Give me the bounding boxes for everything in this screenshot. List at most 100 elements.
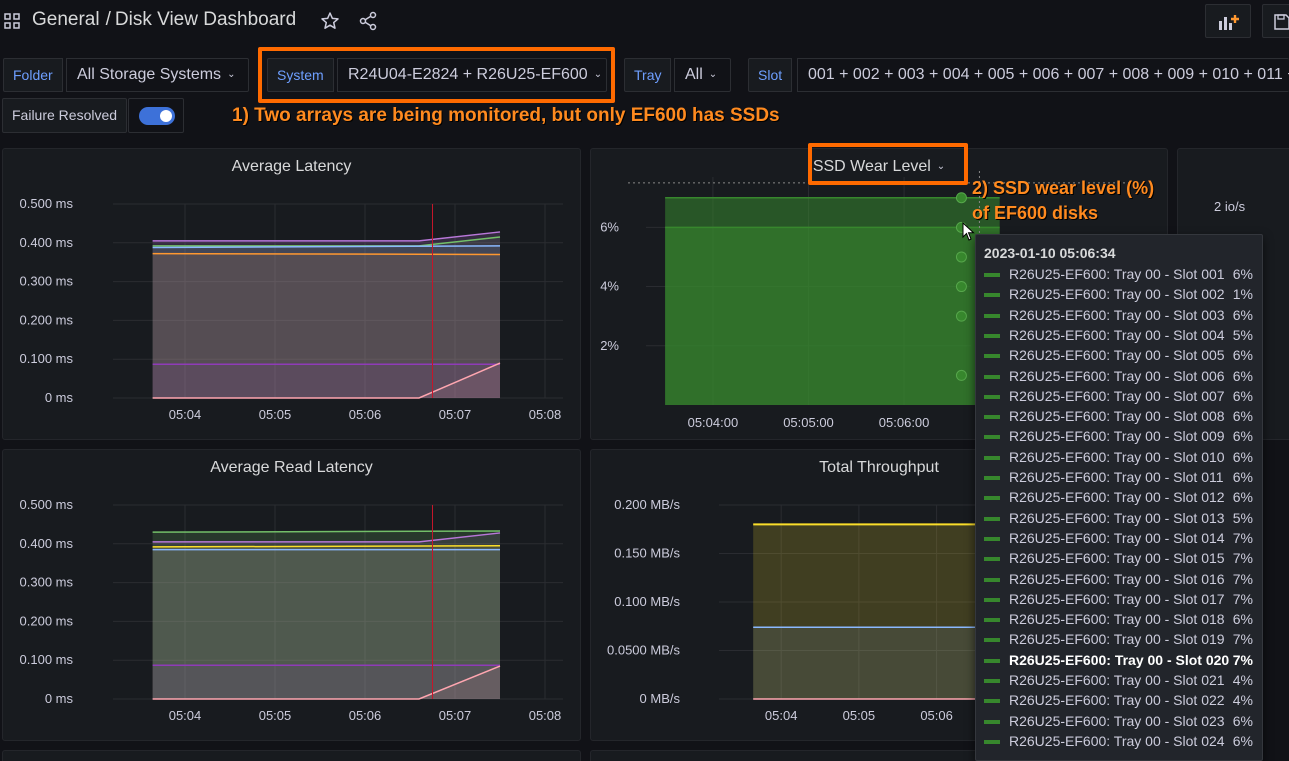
series-tooltip: 2023-01-10 05:06:34 R26U25-EF600: Tray 0… <box>975 234 1263 761</box>
series-value: 4% <box>1232 692 1253 709</box>
series-name: R26U25-EF600: Tray 00 - Slot 002 <box>1009 286 1225 303</box>
series-value: 5% <box>1232 509 1253 526</box>
chevron-down-icon: ⌄ <box>936 161 946 172</box>
series-name: R26U25-EF600: Tray 00 - Slot 006 <box>1009 367 1225 384</box>
star-icon[interactable] <box>320 11 340 31</box>
ssd-wear-level-chart[interactable]: 2% 4% 6% 05:04:00 05:05:00 05:06:00 <box>591 149 1168 440</box>
series-swatch <box>984 699 1000 704</box>
series-swatch <box>984 415 1000 420</box>
series-swatch <box>984 293 1000 298</box>
series-value: 6% <box>1232 306 1253 323</box>
series-area <box>152 666 500 699</box>
series-name: R26U25-EF600: Tray 00 - Slot 018 <box>1009 611 1225 628</box>
share-icon[interactable] <box>358 11 378 31</box>
tooltip-row: R26U25-EF600: Tray 00 - Slot 018 6% <box>984 610 1254 630</box>
tooltip-row: R26U25-EF600: Tray 00 - Slot 004 5% <box>984 326 1254 346</box>
dashboard-title[interactable]: Disk View Dashboard <box>114 9 297 30</box>
y-tick-label: 0.200 ms <box>20 613 74 628</box>
series-name: R26U25-EF600: Tray 00 - Slot 011 <box>1009 469 1224 485</box>
slot-variable-value: 001 + 002 + 003 + 004 + 005 + 006 + 007 … <box>808 66 1289 83</box>
breadcrumb-root[interactable]: General <box>32 9 100 30</box>
panel-title[interactable]: SSD Wear Level ⌄ <box>812 158 946 175</box>
chevron-down-icon: ⌄ <box>708 69 718 80</box>
x-tick-label: 05:08 <box>529 708 562 723</box>
series-swatch <box>984 658 1000 663</box>
series-value: 6% <box>1232 489 1253 506</box>
series-value: 5% <box>1232 326 1253 343</box>
tooltip-row: R26U25-EF600: Tray 00 - Slot 020 7% <box>984 651 1254 671</box>
hover-point <box>955 310 967 322</box>
series-name: R26U25-EF600: Tray 00 - Slot 013 <box>1009 509 1225 526</box>
series-name: R26U25-EF600: Tray 00 - Slot 008 <box>1009 408 1225 425</box>
slot-variable-select[interactable]: 001 + 002 + 003 + 004 + 005 + 006 + 007 … <box>797 58 1289 92</box>
tooltip-row: R26U25-EF600: Tray 00 - Slot 008 6% <box>984 407 1254 427</box>
series-area <box>665 227 1000 405</box>
series-name: R26U25-EF600: Tray 00 - Slot 015 <box>1009 550 1225 567</box>
series-swatch <box>984 374 1000 379</box>
tooltip-row: R26U25-EF600: Tray 00 - Slot 014 7% <box>984 529 1254 549</box>
system-highlight-box <box>258 47 615 103</box>
tooltip-time: 2023-01-10 05:06:34 <box>984 245 1116 261</box>
save-icon <box>1274 14 1289 30</box>
y-tick-label: 4% <box>600 279 619 294</box>
tooltip-row: R26U25-EF600: Tray 00 - Slot 009 6% <box>984 427 1254 447</box>
series-value: 6% <box>1232 448 1253 465</box>
add-panel-button[interactable] <box>1205 4 1251 38</box>
y-tick-label: 0.0500 MB/s <box>607 643 680 658</box>
tray-variable-select[interactable]: All ⌄ <box>674 58 731 92</box>
series-area <box>152 236 500 398</box>
series-value: 7% <box>1232 651 1253 668</box>
panel-title[interactable]: Total Throughput <box>819 459 939 476</box>
series-value: 6% <box>1232 469 1253 485</box>
y-tick-label: 0 ms <box>45 691 74 706</box>
system-variable-select[interactable]: R24U04-E2824 + R26U25-EF600 ⌄ <box>337 58 607 92</box>
tooltip-row: R26U25-EF600: Tray 00 - Slot 010 6% <box>984 448 1254 468</box>
tooltip-row: R26U25-EF600: Tray 00 - Slot 024 6% <box>984 732 1254 752</box>
series-area <box>152 549 500 699</box>
x-tick-label: 05:05 <box>843 708 876 723</box>
tooltip-row: R26U25-EF600: Tray 00 - Slot 002 1% <box>984 285 1254 305</box>
failure-resolved-toggle[interactable] <box>139 107 175 125</box>
series-name: R26U25-EF600: Tray 00 - Slot 016 <box>1009 570 1225 587</box>
series-value: 6% <box>1232 387 1253 404</box>
folder-variable-value: All Storage Systems <box>77 66 222 83</box>
y-tick-label: 0.500 ms <box>20 497 74 512</box>
series-name: R26U25-EF600: Tray 00 - Slot 010 <box>1009 448 1225 465</box>
series-line <box>152 362 501 399</box>
x-tick-label: 05:04 <box>169 407 202 422</box>
total-throughput-chart[interactable]: 0 MB/s 0.0500 MB/s 0.100 MB/s 0.150 MB/s 0.2… <box>591 450 1168 741</box>
folder-variable-label: Folder <box>3 58 63 92</box>
y-tick-label: 0.500 ms <box>20 196 74 211</box>
series-line <box>152 532 501 543</box>
y-tick-label: 0 ms <box>45 390 74 405</box>
y-tick-label: 0.300 ms <box>20 575 74 590</box>
y-tick-label: 0.300 ms <box>20 274 74 289</box>
grid-icon[interactable] <box>4 13 20 29</box>
series-swatch <box>984 394 1000 399</box>
y-tick-label: 6% <box>600 219 619 234</box>
series-name: R26U25-EF600: Tray 00 - Slot 023 <box>1009 712 1225 729</box>
tooltip-row: R26U25-EF600: Tray 00 - Slot 012 6% <box>984 488 1254 508</box>
series-value: 6% <box>1232 712 1253 729</box>
x-tick-label: 05:04 <box>765 708 798 723</box>
series-line <box>152 231 501 242</box>
system-variable-label: System <box>267 58 334 92</box>
y-tick-label: 0.100 ms <box>20 652 74 667</box>
panel-title[interactable]: Average Latency <box>231 158 352 175</box>
series-value: 7% <box>1232 529 1253 546</box>
save-dashboard-button[interactable] <box>1262 4 1289 38</box>
panel-title[interactable]: Average Read Latency <box>210 459 373 476</box>
tooltip-row: R26U25-EF600: Tray 00 - Slot 011 6% <box>984 468 1254 488</box>
tooltip-row: R26U25-EF600: Tray 00 - Slot 022 4% <box>984 691 1254 711</box>
series-swatch <box>984 597 1000 602</box>
tooltip-row: R26U25-EF600: Tray 00 - Slot 017 7% <box>984 590 1254 610</box>
folder-variable-select[interactable]: All Storage Systems ⌄ <box>66 58 249 92</box>
breadcrumb: General / Disk View Dashboard <box>32 9 296 31</box>
series-value: 6% <box>1232 347 1253 364</box>
average-latency-chart[interactable]: 0 ms 0.100 ms 0.200 ms 0.300 ms 0.400 ms 0.50… <box>3 149 581 440</box>
ssd-wear-highlight-box <box>808 143 968 185</box>
tooltip-row: R26U25-EF600: Tray 00 - Slot 007 6% <box>984 387 1254 407</box>
average-read-latency-chart[interactable]: 0 ms 0.100 ms 0.200 ms 0.300 ms 0.400 ms 0.50… <box>3 450 581 741</box>
series-value: 6% <box>1232 367 1253 384</box>
series-name: R26U25-EF600: Tray 00 - Slot 004 <box>1009 326 1225 343</box>
